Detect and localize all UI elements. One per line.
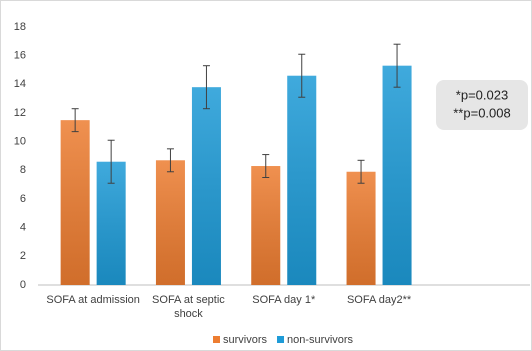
legend-swatch <box>213 336 220 343</box>
y-tick-label: 6 <box>20 193 26 205</box>
x-tick-label: SOFA day2** <box>346 294 412 306</box>
bar-shade <box>191 87 221 285</box>
legend-label: survivors <box>223 334 268 346</box>
y-tick-label: 16 <box>14 50 26 62</box>
error-bar <box>298 53 306 98</box>
y-tick-label: 4 <box>20 222 26 234</box>
bar-shade <box>251 166 281 285</box>
x-tick-label: SOFA at admission <box>46 294 140 306</box>
error-bar <box>357 159 365 184</box>
x-tick-label: SOFA at septic shock <box>152 294 225 320</box>
error-bar <box>393 43 401 88</box>
error-bar <box>107 139 115 184</box>
bar-shade <box>155 160 185 285</box>
bar-shade <box>60 120 90 286</box>
annotation-text: *p=0.023 <box>456 87 508 102</box>
annotation-text: **p=0.008 <box>453 105 510 120</box>
legend-swatch <box>277 336 285 343</box>
error-bar <box>71 108 79 133</box>
legend-label: non-survivors <box>287 334 354 346</box>
y-tick-label: 8 <box>20 164 26 176</box>
y-tick-label: 10 <box>14 136 26 148</box>
x-tick-label: SOFA day 1* <box>252 294 316 306</box>
y-tick-label: 2 <box>20 250 26 262</box>
error-bar <box>202 65 210 110</box>
annotation-box <box>436 80 528 130</box>
bar-shade <box>382 65 412 285</box>
error-bar <box>166 148 174 173</box>
y-tick-label: 18 <box>14 21 26 33</box>
y-tick-label: 12 <box>14 107 26 119</box>
y-tick-label: 14 <box>14 78 26 90</box>
bar-shade <box>287 75 317 285</box>
error-bar <box>262 154 270 178</box>
bar-shade <box>346 171 376 285</box>
y-tick-label: 0 <box>20 279 26 291</box>
